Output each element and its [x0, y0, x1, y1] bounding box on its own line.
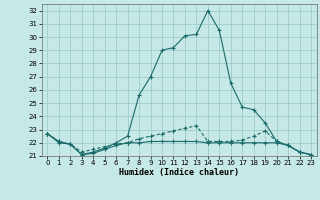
X-axis label: Humidex (Indice chaleur): Humidex (Indice chaleur)	[119, 168, 239, 177]
